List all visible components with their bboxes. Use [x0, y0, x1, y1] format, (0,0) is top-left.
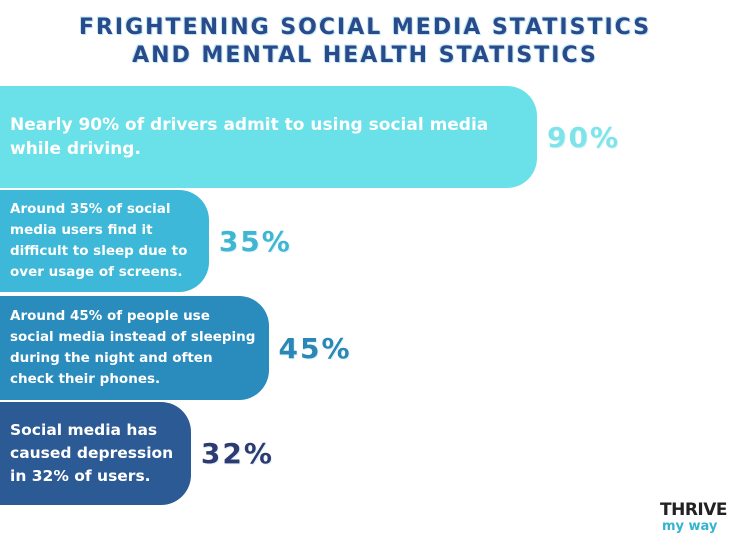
- value-label: 45%: [278, 331, 352, 365]
- chart-title: FRIGHTENING SOCIAL MEDIA STATISTICS AND …: [78, 15, 652, 68]
- value-label: 32%: [200, 437, 274, 470]
- bar: [0, 190, 209, 292]
- value-label: 90%: [547, 120, 621, 154]
- logo: my way: [662, 519, 718, 534]
- value-label: 35%: [218, 224, 292, 258]
- bar-text: Social media has caused depression in 32…: [10, 421, 174, 485]
- bar-text: Around 35% of social media users find it…: [10, 201, 188, 280]
- bar: [0, 86, 537, 188]
- bar: [0, 402, 191, 505]
- bar: [0, 296, 269, 400]
- bar-text: Nearly 90% of drivers admit to using soc…: [10, 115, 489, 159]
- bar-text: Around 45% of people use social media in…: [10, 308, 256, 387]
- logo: THRIVE: [660, 500, 728, 520]
